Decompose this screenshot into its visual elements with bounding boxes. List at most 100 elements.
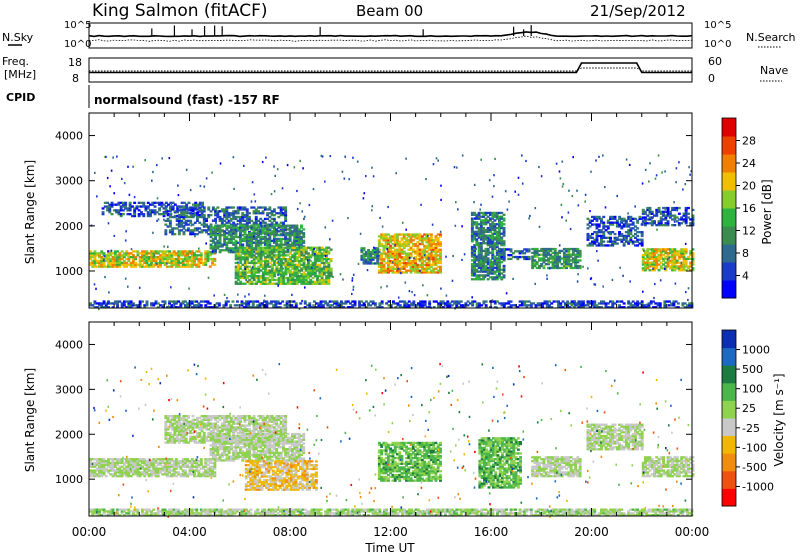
power-cell-5 xyxy=(405,263,408,267)
power-cell-4 xyxy=(316,252,319,255)
power-cell-3 xyxy=(232,237,236,241)
power-cell-13 xyxy=(543,302,547,305)
power-noise-point xyxy=(517,193,520,196)
power-cell-2 xyxy=(239,206,242,209)
power-cell-4 xyxy=(284,282,288,285)
power-cell-13 xyxy=(184,306,187,309)
power-cell-5 xyxy=(387,246,390,249)
power-cell-10 xyxy=(618,225,621,228)
power-cell-2 xyxy=(168,210,172,213)
power-cell-12 xyxy=(646,218,650,221)
power-cell-2 xyxy=(225,206,229,209)
power-cell-3 xyxy=(225,224,229,227)
power-cell-11 xyxy=(675,261,679,264)
power-cell-4 xyxy=(252,265,256,268)
power-noise-point xyxy=(291,293,293,296)
power-cell-4 xyxy=(307,273,310,276)
power-cell-3 xyxy=(254,243,258,246)
power-cell-13 xyxy=(93,302,97,305)
power-cell-10 xyxy=(638,231,642,234)
power-cell-11 xyxy=(673,255,677,259)
power-cell-4 xyxy=(291,271,295,274)
power-cell-4 xyxy=(300,280,304,283)
power-cell-0 xyxy=(118,265,122,268)
power-cell-1 xyxy=(183,201,186,204)
power-cell-1 xyxy=(101,207,105,210)
power-cell-13 xyxy=(425,306,429,309)
cpid-text: normalsound (fast) -157 RF xyxy=(94,93,280,107)
power-cell-13 xyxy=(202,300,205,303)
power-cell-12 xyxy=(680,216,684,219)
power-cell-13 xyxy=(654,302,658,305)
power-cell-3 xyxy=(291,241,294,244)
power-cell-3 xyxy=(230,235,233,239)
power-cell-13 xyxy=(179,302,183,305)
power-cell-2 xyxy=(279,214,283,217)
power-cell-12 xyxy=(689,218,693,221)
power-cell-4 xyxy=(293,265,297,268)
power-cell-13 xyxy=(179,304,183,307)
power-cell-9 xyxy=(571,259,575,262)
power-cell-11 xyxy=(691,269,695,272)
power-cell-0 xyxy=(104,254,108,257)
power-cell-2 xyxy=(182,208,186,211)
power-cell-11 xyxy=(671,261,674,264)
power-cell-10 xyxy=(588,234,592,238)
power-cell-11 xyxy=(648,257,652,260)
power-cell-4 xyxy=(302,267,306,270)
power-cell-9 xyxy=(562,259,566,262)
power-cell-4 xyxy=(237,271,240,274)
power-cell-2 xyxy=(254,221,258,224)
power-cell-7 xyxy=(486,234,490,237)
power-cell-7 xyxy=(489,245,492,249)
power-cell-5 xyxy=(420,252,424,255)
power-cell-4 xyxy=(291,256,295,259)
power-cell-2 xyxy=(230,212,233,215)
power-cell-8 xyxy=(502,255,506,259)
power-cell-4 xyxy=(241,250,245,253)
power-cell-13 xyxy=(471,300,475,303)
power-cell-13 xyxy=(518,300,522,303)
power-cell-5 xyxy=(396,261,399,265)
power-cell-4 xyxy=(300,273,304,276)
power-cell-8 xyxy=(523,257,527,261)
power-noise-point xyxy=(684,183,687,186)
power-cell-13 xyxy=(138,304,142,307)
power-cell-3 xyxy=(270,245,274,248)
power-noise-point xyxy=(651,217,653,220)
power-cell-2 xyxy=(225,212,229,215)
power-cell-13 xyxy=(278,302,282,305)
power-cell-7 xyxy=(486,230,490,233)
power-cell-5 xyxy=(439,252,442,255)
power-cell-10 xyxy=(636,227,640,230)
power-cell-3 xyxy=(230,224,233,227)
power-cell-0 xyxy=(134,265,138,268)
power-cell-0 xyxy=(91,254,95,257)
power-cell-5 xyxy=(439,248,442,251)
power-cell-0 xyxy=(184,265,187,268)
power-cell-13 xyxy=(362,304,366,307)
power-cell-6 xyxy=(376,250,380,254)
power-cell-11 xyxy=(659,253,663,257)
power-cell-5 xyxy=(393,256,397,259)
power-cell-5 xyxy=(429,258,433,261)
power-cell-11 xyxy=(671,253,674,257)
power-cell-9 xyxy=(547,259,550,262)
power-cell-5 xyxy=(425,258,429,261)
power-cell-9 xyxy=(578,251,582,254)
power-cell-7 xyxy=(491,270,495,273)
power-cell-11 xyxy=(668,248,672,251)
power-cell-6 xyxy=(360,247,364,250)
power-cell-7 xyxy=(493,228,497,232)
power-cell-13 xyxy=(484,300,488,303)
power-cell-5 xyxy=(411,233,415,236)
power-cell-4 xyxy=(255,267,258,270)
power-cell-9 xyxy=(567,264,571,268)
power-cell-5 xyxy=(389,246,393,249)
power-cell-13 xyxy=(559,304,563,307)
power-cell-2 xyxy=(243,206,247,209)
power-cell-5 xyxy=(414,235,417,238)
power-cell-10 xyxy=(611,215,615,219)
power-cell-13 xyxy=(398,304,402,307)
power-cell-2 xyxy=(193,229,197,232)
